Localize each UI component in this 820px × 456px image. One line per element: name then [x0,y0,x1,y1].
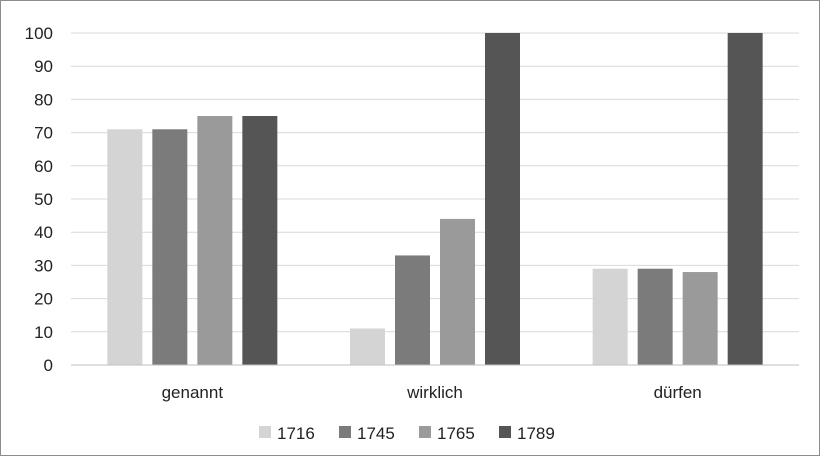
bars [107,33,763,365]
bar-dürfen-1789 [727,33,763,365]
bar-wirklich-1765 [440,218,475,365]
bar-dürfen-1765 [682,272,718,365]
y-tick-label-10: 10 [34,323,53,342]
legend-swatch-1765 [419,426,431,438]
legend-label-1765: 1765 [437,424,475,443]
y-tick-label-20: 20 [34,290,53,309]
legend: 1716 1745 1765 1789 [259,424,555,443]
legend-label-1716: 1716 [277,424,315,443]
bar-genannt-1745 [152,129,188,365]
x-category-label-wirklich: wirklich [406,383,463,402]
legend-swatch-1716 [259,426,271,438]
y-tick-label-60: 60 [34,157,53,176]
y-tick-label-30: 30 [34,256,53,275]
bar-dürfen-1745 [637,268,673,365]
legend-label-1789: 1789 [517,424,555,443]
x-category-label-genannt: genannt [162,383,224,402]
y-tick-label-40: 40 [34,223,53,242]
y-tick-label-100: 100 [25,24,53,43]
bar-genannt-1716 [107,129,143,365]
x-axis-category-labels: genannt wirklich dürfen [162,383,702,402]
y-tick-label-90: 90 [34,57,53,76]
legend-swatch-1789 [499,426,511,438]
y-tick-label-50: 50 [34,190,53,209]
gridlines [71,32,799,333]
y-tick-label-80: 80 [34,90,53,109]
bar-genannt-1765 [197,116,233,365]
bar-wirklich-1745 [395,255,430,365]
bar-wirklich-1789 [485,33,520,365]
bar-genannt-1789 [242,116,278,365]
legend-swatch-1745 [339,426,351,438]
y-axis-tick-labels: 0 10 20 30 40 50 60 70 80 90 100 [25,24,53,375]
x-category-label-dürfen: dürfen [654,383,702,402]
bar-dürfen-1716 [592,268,628,365]
legend-label-1745: 1745 [357,424,395,443]
y-tick-label-70: 70 [34,124,53,143]
y-tick-label-0: 0 [44,356,53,375]
bar-wirklich-1716 [350,328,385,365]
